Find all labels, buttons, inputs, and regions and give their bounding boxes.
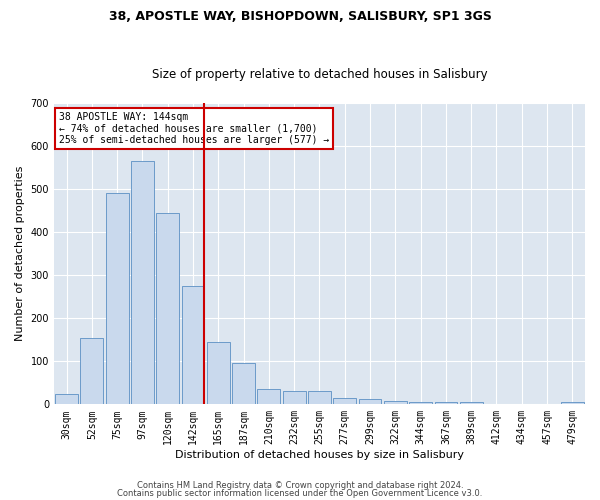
Text: 38 APOSTLE WAY: 144sqm
← 74% of detached houses are smaller (1,700)
25% of semi-: 38 APOSTLE WAY: 144sqm ← 74% of detached… bbox=[59, 112, 329, 145]
Text: 38, APOSTLE WAY, BISHOPDOWN, SALISBURY, SP1 3GS: 38, APOSTLE WAY, BISHOPDOWN, SALISBURY, … bbox=[109, 10, 491, 23]
Bar bbox=[384, 401, 407, 404]
Bar bbox=[409, 402, 432, 404]
Bar bbox=[283, 390, 305, 404]
Y-axis label: Number of detached properties: Number of detached properties bbox=[15, 166, 25, 342]
Bar bbox=[182, 286, 205, 405]
Bar bbox=[207, 342, 230, 404]
Bar bbox=[359, 399, 382, 404]
Bar bbox=[334, 398, 356, 404]
Bar bbox=[106, 194, 128, 404]
X-axis label: Distribution of detached houses by size in Salisbury: Distribution of detached houses by size … bbox=[175, 450, 464, 460]
Text: Contains public sector information licensed under the Open Government Licence v3: Contains public sector information licen… bbox=[118, 488, 482, 498]
Bar bbox=[131, 161, 154, 404]
Text: Contains HM Land Registry data © Crown copyright and database right 2024.: Contains HM Land Registry data © Crown c… bbox=[137, 481, 463, 490]
Bar bbox=[80, 338, 103, 404]
Bar bbox=[460, 402, 482, 404]
Bar bbox=[561, 402, 584, 404]
Bar bbox=[434, 402, 457, 404]
Title: Size of property relative to detached houses in Salisbury: Size of property relative to detached ho… bbox=[152, 68, 487, 81]
Bar bbox=[55, 394, 78, 404]
Bar bbox=[257, 390, 280, 404]
Bar bbox=[157, 213, 179, 404]
Bar bbox=[308, 390, 331, 404]
Bar bbox=[232, 362, 255, 405]
